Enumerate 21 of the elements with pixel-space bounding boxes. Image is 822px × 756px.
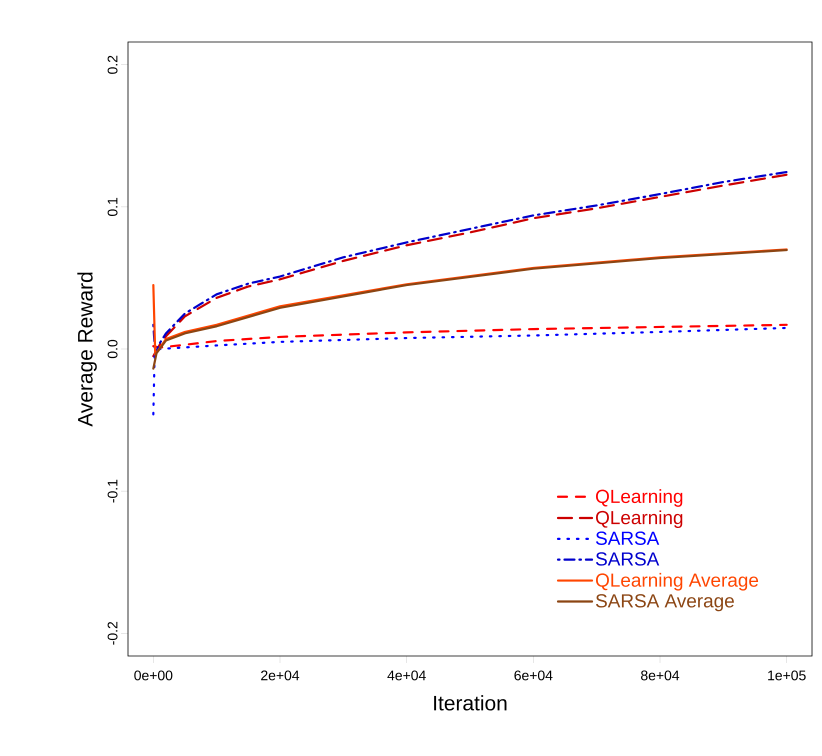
y-tick-label: -0.2	[108, 622, 118, 645]
x-tick-label: 4e+04	[387, 670, 426, 680]
x-tick-label: 0e+00	[134, 670, 172, 680]
legend-label: SARSA	[596, 532, 660, 545]
y-tick-label: 0.0	[108, 340, 118, 358]
x-tick-label: 8e+04	[641, 670, 680, 680]
legend-label: SARSA	[596, 552, 660, 566]
legend-label: QLearning Average	[596, 572, 758, 591]
x-tick-label: 1e+05	[768, 670, 806, 680]
y-tick-label: -0.1	[108, 480, 118, 503]
x-tick-label: 6e+04	[514, 670, 553, 680]
x-tick-label: 2e+04	[261, 670, 300, 680]
x-axis-title: Iteration	[434, 695, 506, 711]
legend-label: QLearning	[596, 489, 682, 507]
y-tick-label: 0.2	[108, 56, 118, 74]
legend-label: SARSA Average	[596, 594, 734, 612]
legend-label: QLearning	[596, 510, 682, 528]
y-tick-label: 0.1	[108, 198, 118, 216]
line-series	[152, 324, 788, 349]
line-series	[152, 326, 788, 416]
y-axis-title: Average Reward	[77, 272, 97, 427]
